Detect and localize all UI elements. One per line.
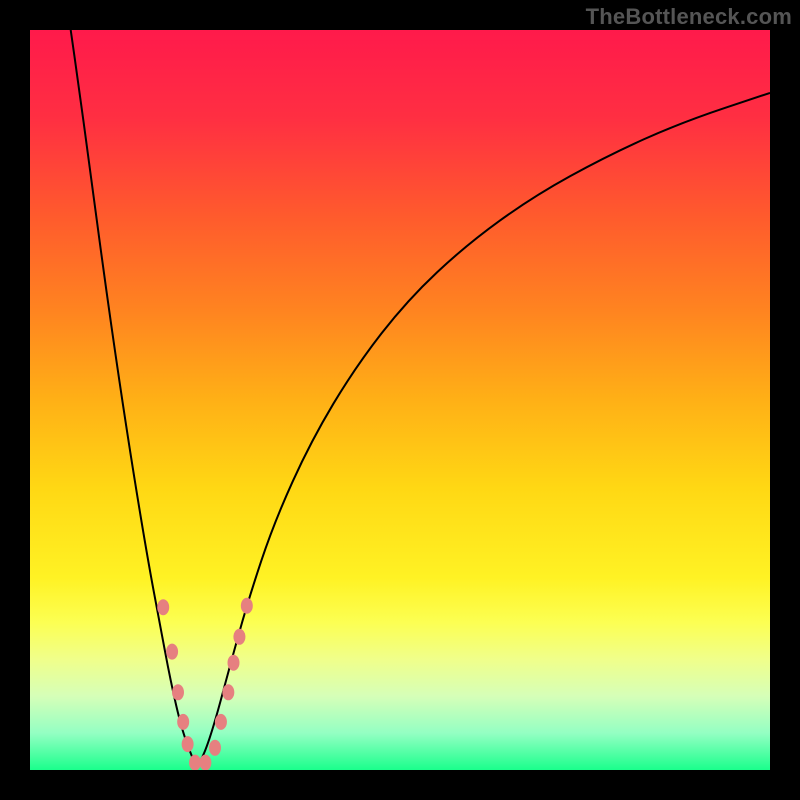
data-marker xyxy=(228,655,240,671)
data-marker xyxy=(172,684,184,700)
data-marker xyxy=(209,740,221,756)
data-marker xyxy=(189,755,201,771)
data-marker xyxy=(199,755,211,771)
data-marker xyxy=(233,629,245,645)
watermark-text: TheBottleneck.com xyxy=(586,4,792,30)
data-marker xyxy=(241,598,253,614)
data-marker xyxy=(166,644,178,660)
data-marker xyxy=(157,599,169,615)
data-marker xyxy=(182,736,194,752)
bottleneck-chart xyxy=(0,0,800,800)
chart-container: TheBottleneck.com xyxy=(0,0,800,800)
data-marker xyxy=(222,684,234,700)
data-marker xyxy=(215,714,227,730)
data-marker xyxy=(177,714,189,730)
gradient-background xyxy=(30,30,770,770)
